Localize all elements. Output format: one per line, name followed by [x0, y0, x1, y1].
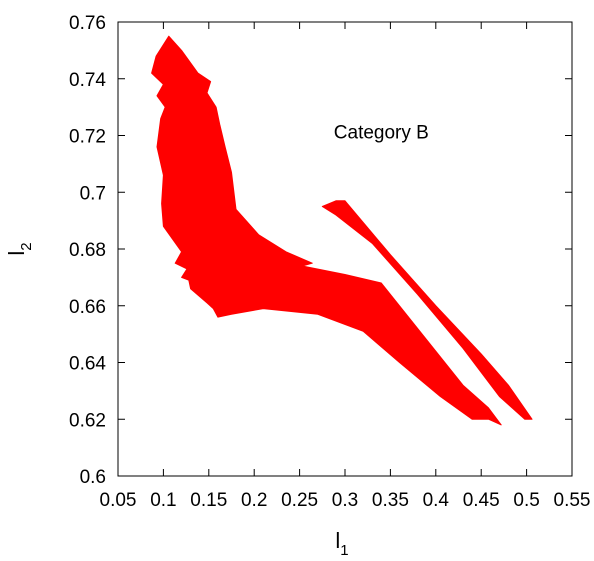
- axis-ticks: [117, 21, 573, 477]
- x-tick-label: 0.25: [281, 490, 318, 511]
- x-tick-label: 0.45: [463, 490, 500, 511]
- x-tick-label: 0.05: [100, 490, 137, 511]
- x-axis-title-subscript: 1: [340, 542, 348, 559]
- y-tick-label: 0.72: [69, 127, 106, 148]
- x-tick-label: 0.3: [332, 490, 358, 511]
- y-axis-title: l2: [4, 242, 35, 255]
- x-axis-title-main: l: [335, 528, 340, 553]
- y-tick-labels: 0.6 0.62 0.64 0.66 0.68 0.7 0.72 0.74 0.76: [69, 13, 106, 488]
- x-tick-label: 0.15: [190, 490, 227, 511]
- x-tick-labels: 0.05 0.1 0.15 0.2 0.25 0.3 0.35 0.4 0.45 0.5 0.55: [100, 490, 591, 511]
- x-tick-label: 0.1: [150, 490, 176, 511]
- y-tick-label: 0.6: [80, 467, 106, 488]
- y-tick-label: 0.7: [80, 183, 106, 204]
- y-tick-label: 0.66: [69, 297, 106, 318]
- x-tick-label: 0.35: [372, 490, 409, 511]
- x-tick-label: 0.4: [423, 490, 450, 511]
- y-tick-label: 0.64: [69, 354, 106, 375]
- data-region-1: [151, 35, 502, 426]
- x-tick-label: 0.55: [554, 490, 591, 511]
- y-axis-title-subscript: 2: [18, 242, 35, 250]
- x-tick-label: 0.5: [513, 490, 539, 511]
- y-tick-label: 0.68: [69, 240, 106, 261]
- x-axis-title: l1: [335, 528, 348, 559]
- annotation-label: Category B: [334, 122, 429, 143]
- data-regions: [151, 35, 533, 426]
- y-tick-label: 0.74: [69, 70, 106, 91]
- y-tick-label: 0.62: [69, 410, 106, 431]
- y-tick-label: 0.76: [69, 13, 106, 34]
- data-region-2: [321, 200, 533, 420]
- x-tick-label: 0.2: [241, 490, 267, 511]
- y-axis-title-main: l: [4, 251, 29, 256]
